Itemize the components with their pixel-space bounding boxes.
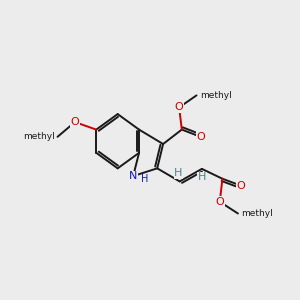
Text: O: O: [196, 132, 205, 142]
Text: O: O: [70, 117, 79, 127]
Text: methyl: methyl: [241, 209, 273, 218]
Text: O: O: [237, 181, 245, 191]
Text: H: H: [174, 168, 182, 178]
Text: methyl: methyl: [23, 132, 55, 141]
Text: O: O: [215, 197, 224, 207]
Text: O: O: [175, 102, 184, 112]
Text: N: N: [129, 171, 137, 181]
Text: H: H: [198, 172, 206, 182]
Text: methyl: methyl: [200, 91, 232, 100]
Text: H: H: [141, 174, 148, 184]
